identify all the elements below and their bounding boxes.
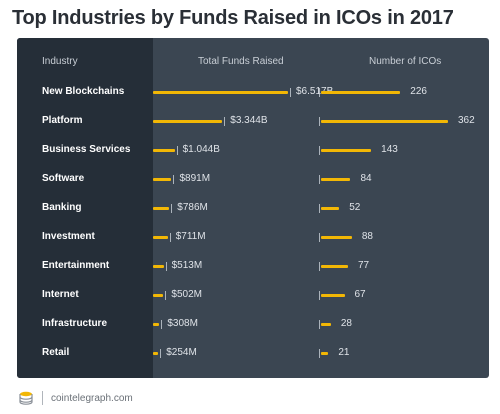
- count-bar: [321, 236, 352, 239]
- count-value-label: 52: [349, 202, 361, 213]
- industry-column: [17, 38, 153, 378]
- funds-value-label: $1.044B: [182, 144, 220, 155]
- funds-header: Total Funds Raised: [198, 56, 284, 67]
- funds-bar-tick: [169, 233, 171, 242]
- funds-bar: [153, 120, 223, 123]
- count-bar-tick: [319, 146, 320, 155]
- count-value-label: 226: [410, 86, 427, 97]
- funds-value-label: $513M: [171, 260, 203, 271]
- count-bar-tick: [319, 204, 320, 213]
- footer: cointelegraph.com: [18, 390, 133, 406]
- funds-value-label: $3.344B: [230, 115, 268, 126]
- funds-value-label: $502M: [171, 289, 202, 300]
- count-value-label: 143: [381, 144, 398, 155]
- count-value-label: 84: [360, 173, 372, 184]
- count-value-label: 28: [340, 318, 352, 329]
- industry-label: Infrastructure: [42, 318, 108, 329]
- funds-bar-tick: [290, 88, 291, 97]
- funds-bar: [153, 294, 164, 297]
- count-value-label: 362: [458, 115, 475, 126]
- funds-bar-tick: [176, 146, 178, 155]
- funds-bar: [153, 265, 164, 268]
- funds-bar: [153, 323, 160, 326]
- count-bar-tick: [319, 320, 320, 329]
- count-bar-tick: [319, 291, 320, 300]
- industry-label: Business Services: [42, 144, 131, 155]
- industry-header: Industry: [42, 56, 78, 67]
- count-bar: [321, 294, 345, 297]
- count-bar-tick: [319, 175, 320, 184]
- count-header: Number of ICOs: [369, 56, 442, 67]
- count-bar: [321, 265, 348, 268]
- funds-bar-tick: [165, 291, 167, 300]
- funds-bar-tick: [165, 262, 167, 271]
- source-label: cointelegraph.com: [51, 392, 133, 404]
- footer-divider: [42, 391, 43, 405]
- funds-value-label: $711M: [175, 231, 206, 242]
- count-bar: [321, 91, 401, 94]
- chart-title: Top Industries by Funds Raised in ICOs i…: [12, 7, 454, 29]
- funds-value-label: $786M: [177, 202, 208, 213]
- chart-panel: Industry Total Funds Raised Number of IC…: [17, 38, 489, 378]
- funds-value-label: $891M: [179, 173, 211, 184]
- funds-bar: [153, 207, 170, 210]
- industry-label: Software: [42, 173, 85, 184]
- count-bar: [321, 207, 340, 210]
- count-value-label: 67: [354, 289, 366, 300]
- cointelegraph-logo-icon: [19, 391, 33, 405]
- funds-value-label: $308M: [167, 318, 198, 329]
- funds-bar-tick: [224, 117, 226, 126]
- industry-label: Platform: [42, 115, 83, 126]
- count-bar: [321, 352, 329, 355]
- industry-label: Entertainment: [42, 260, 110, 271]
- count-bar: [321, 323, 331, 326]
- count-bar-tick: [319, 262, 320, 271]
- funds-bar: [153, 352, 159, 355]
- funds-bar: [153, 91, 288, 94]
- count-bar: [321, 149, 372, 152]
- industry-label: Internet: [42, 289, 79, 300]
- industry-label: Banking: [42, 202, 82, 213]
- count-bar: [321, 120, 448, 123]
- funds-bar-tick: [173, 175, 175, 184]
- industry-label: Retail: [42, 347, 70, 358]
- industry-label: Investment: [42, 231, 95, 242]
- industry-label: New Blockchains: [42, 86, 125, 97]
- funds-value-label: $254M: [166, 347, 197, 358]
- count-bar-tick: [319, 233, 320, 242]
- count-value-label: 21: [338, 347, 350, 358]
- funds-bar: [153, 178, 172, 181]
- count-bar-tick: [319, 88, 320, 97]
- count-bar: [321, 178, 351, 181]
- funds-bar-tick: [160, 349, 162, 358]
- funds-bar-tick: [171, 204, 173, 213]
- count-bar-tick: [319, 349, 320, 358]
- funds-bar: [153, 149, 175, 152]
- count-value-label: 77: [358, 260, 370, 271]
- count-bar-tick: [319, 117, 320, 126]
- funds-value-label: $6.517B: [296, 86, 334, 97]
- count-value-label: 88: [361, 231, 373, 242]
- funds-bar: [153, 236, 168, 239]
- funds-bar-tick: [161, 320, 163, 329]
